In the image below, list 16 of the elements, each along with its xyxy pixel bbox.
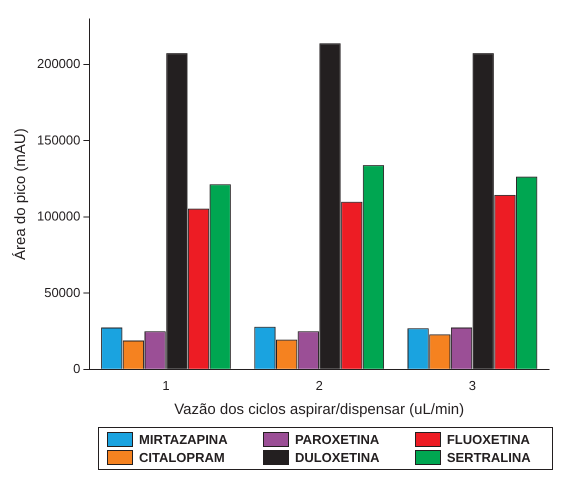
x-tick-label: 2 — [316, 378, 323, 393]
x-axis-title: Vazão dos ciclos aspirar/dispensar (uL/min) — [174, 401, 464, 418]
legend-label: FLUOXETINA — [446, 432, 530, 447]
y-tick-label: 200000 — [36, 56, 80, 72]
y-tick-label: 100000 — [36, 208, 80, 224]
legend-label: CITALOPRAM — [139, 450, 225, 465]
y-tick-label: 0 — [73, 360, 80, 376]
legend-label: PAROXETINA — [294, 432, 380, 447]
y-tick-label: 150000 — [36, 132, 80, 148]
legend-label: DULOXETINA — [294, 450, 380, 465]
y-tick-label: 50000 — [44, 284, 80, 300]
y-axis-title: Área do pico (mAU) — [11, 128, 30, 260]
legend-label: SERTRALINA — [446, 450, 531, 465]
x-tick-label: 3 — [468, 378, 476, 393]
x-tick-label: 1 — [162, 378, 170, 393]
legend-label: MIRTAZAPINA — [139, 432, 228, 447]
